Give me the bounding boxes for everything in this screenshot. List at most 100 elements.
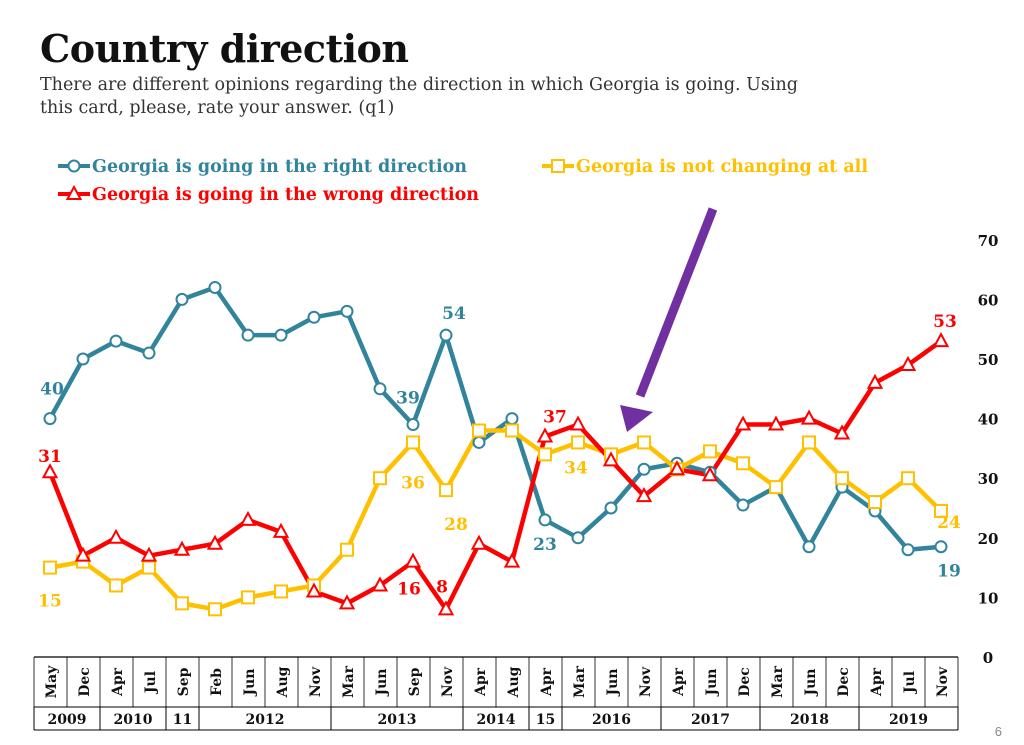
x-tick-label: Dec — [737, 667, 753, 697]
x-tick-label: Nov — [440, 666, 456, 697]
data-point — [307, 310, 321, 324]
data-point — [173, 540, 191, 556]
x-tick-label: Apr — [473, 667, 489, 697]
year-label: 15 — [536, 712, 555, 728]
x-tick-label: Apr — [110, 667, 126, 697]
data-point — [439, 483, 453, 498]
data-point — [272, 522, 290, 538]
data-point — [602, 451, 620, 467]
x-tick-label: Dec — [77, 667, 93, 697]
x-tick-label: Aug — [275, 666, 291, 698]
annotation-arrow — [635, 207, 718, 398]
data-point — [736, 498, 750, 512]
y-tick-label: 20 — [978, 530, 999, 548]
data-point — [373, 382, 387, 396]
data-point — [701, 466, 719, 482]
annotation-arrowhead — [620, 405, 653, 432]
data-point — [472, 423, 486, 438]
data-point — [175, 292, 189, 306]
data-point — [800, 409, 818, 425]
x-tick-label: Jun — [704, 669, 720, 698]
data-point — [472, 435, 486, 449]
x-tick-label: Dec — [836, 667, 852, 697]
legend-marker — [67, 159, 81, 173]
data-point — [109, 578, 123, 593]
legend-marker — [65, 184, 83, 200]
data-point — [406, 435, 420, 450]
y-tick-label: 50 — [978, 351, 999, 369]
x-tick-label: Feb — [209, 668, 225, 696]
y-tick-label: 0 — [983, 649, 993, 667]
data-point — [43, 560, 57, 575]
x-tick-label: Aug — [506, 666, 522, 698]
x-tick-label: Jun — [242, 669, 258, 698]
data-point — [899, 355, 917, 371]
legend-label: Georgia is going in the wrong direction — [92, 185, 479, 205]
y-tick-label: 70 — [978, 232, 999, 250]
data-label: 15 — [38, 592, 62, 612]
data-point — [604, 501, 618, 515]
data-point — [76, 352, 90, 366]
x-tick-label: Jul — [902, 671, 918, 695]
x-tick-label: Sep — [407, 667, 423, 696]
data-point — [74, 546, 92, 562]
y-tick-label: 10 — [978, 589, 999, 607]
data-label: 8 — [436, 577, 448, 597]
data-point — [470, 534, 488, 550]
y-tick-label: 60 — [978, 291, 999, 309]
data-point — [835, 471, 849, 486]
data-label: 34 — [564, 458, 588, 478]
x-tick-label: Nov — [308, 666, 324, 697]
data-point — [142, 560, 156, 575]
data-point — [305, 582, 323, 598]
data-point — [901, 543, 915, 557]
year-label: 2019 — [889, 712, 928, 728]
year-label: 2018 — [790, 712, 829, 728]
x-tick-label: Apr — [869, 667, 885, 697]
x-tick-label: Sep — [176, 667, 192, 696]
data-point — [109, 334, 123, 348]
data-point — [241, 590, 255, 605]
data-point — [802, 435, 816, 450]
data-point — [934, 503, 948, 518]
data-point — [340, 304, 354, 318]
data-point — [241, 328, 255, 342]
data-label: 53 — [933, 312, 957, 332]
data-point — [736, 456, 750, 471]
data-label: 36 — [401, 473, 425, 493]
y-tick-label: 30 — [978, 470, 999, 488]
data-point — [569, 415, 587, 431]
data-label: 19 — [937, 562, 961, 582]
page-title: Country direction — [40, 26, 409, 71]
data-point — [868, 495, 882, 510]
data-point — [340, 542, 354, 557]
data-label: 23 — [533, 535, 557, 555]
legend-label: Georgia is going in the right direction — [92, 157, 467, 177]
data-label: 24 — [937, 513, 961, 533]
data-label: 31 — [38, 447, 62, 467]
data-point — [635, 486, 653, 503]
data-point — [43, 412, 57, 426]
year-label: 2012 — [246, 712, 285, 728]
data-point — [901, 471, 915, 486]
data-point — [505, 412, 519, 426]
data-point — [538, 447, 552, 462]
data-point — [505, 423, 519, 438]
data-point — [274, 584, 288, 599]
data-point — [703, 444, 717, 459]
x-tick-label: Jun — [803, 669, 819, 698]
data-point — [437, 600, 455, 616]
series-line — [47, 339, 943, 612]
data-point — [932, 332, 950, 348]
data-point — [142, 346, 156, 360]
x-tick-label: Nov — [935, 666, 951, 697]
data-point — [274, 328, 288, 342]
data-point — [239, 510, 257, 526]
data-point — [536, 427, 554, 443]
question-text: There are different opinions regarding t… — [40, 75, 798, 118]
y-tick-label: 40 — [978, 411, 999, 429]
data-point — [769, 480, 783, 495]
data-point — [338, 594, 356, 610]
x-tick-label: Mar — [341, 665, 357, 698]
x-tick-label: Jun — [374, 669, 390, 698]
